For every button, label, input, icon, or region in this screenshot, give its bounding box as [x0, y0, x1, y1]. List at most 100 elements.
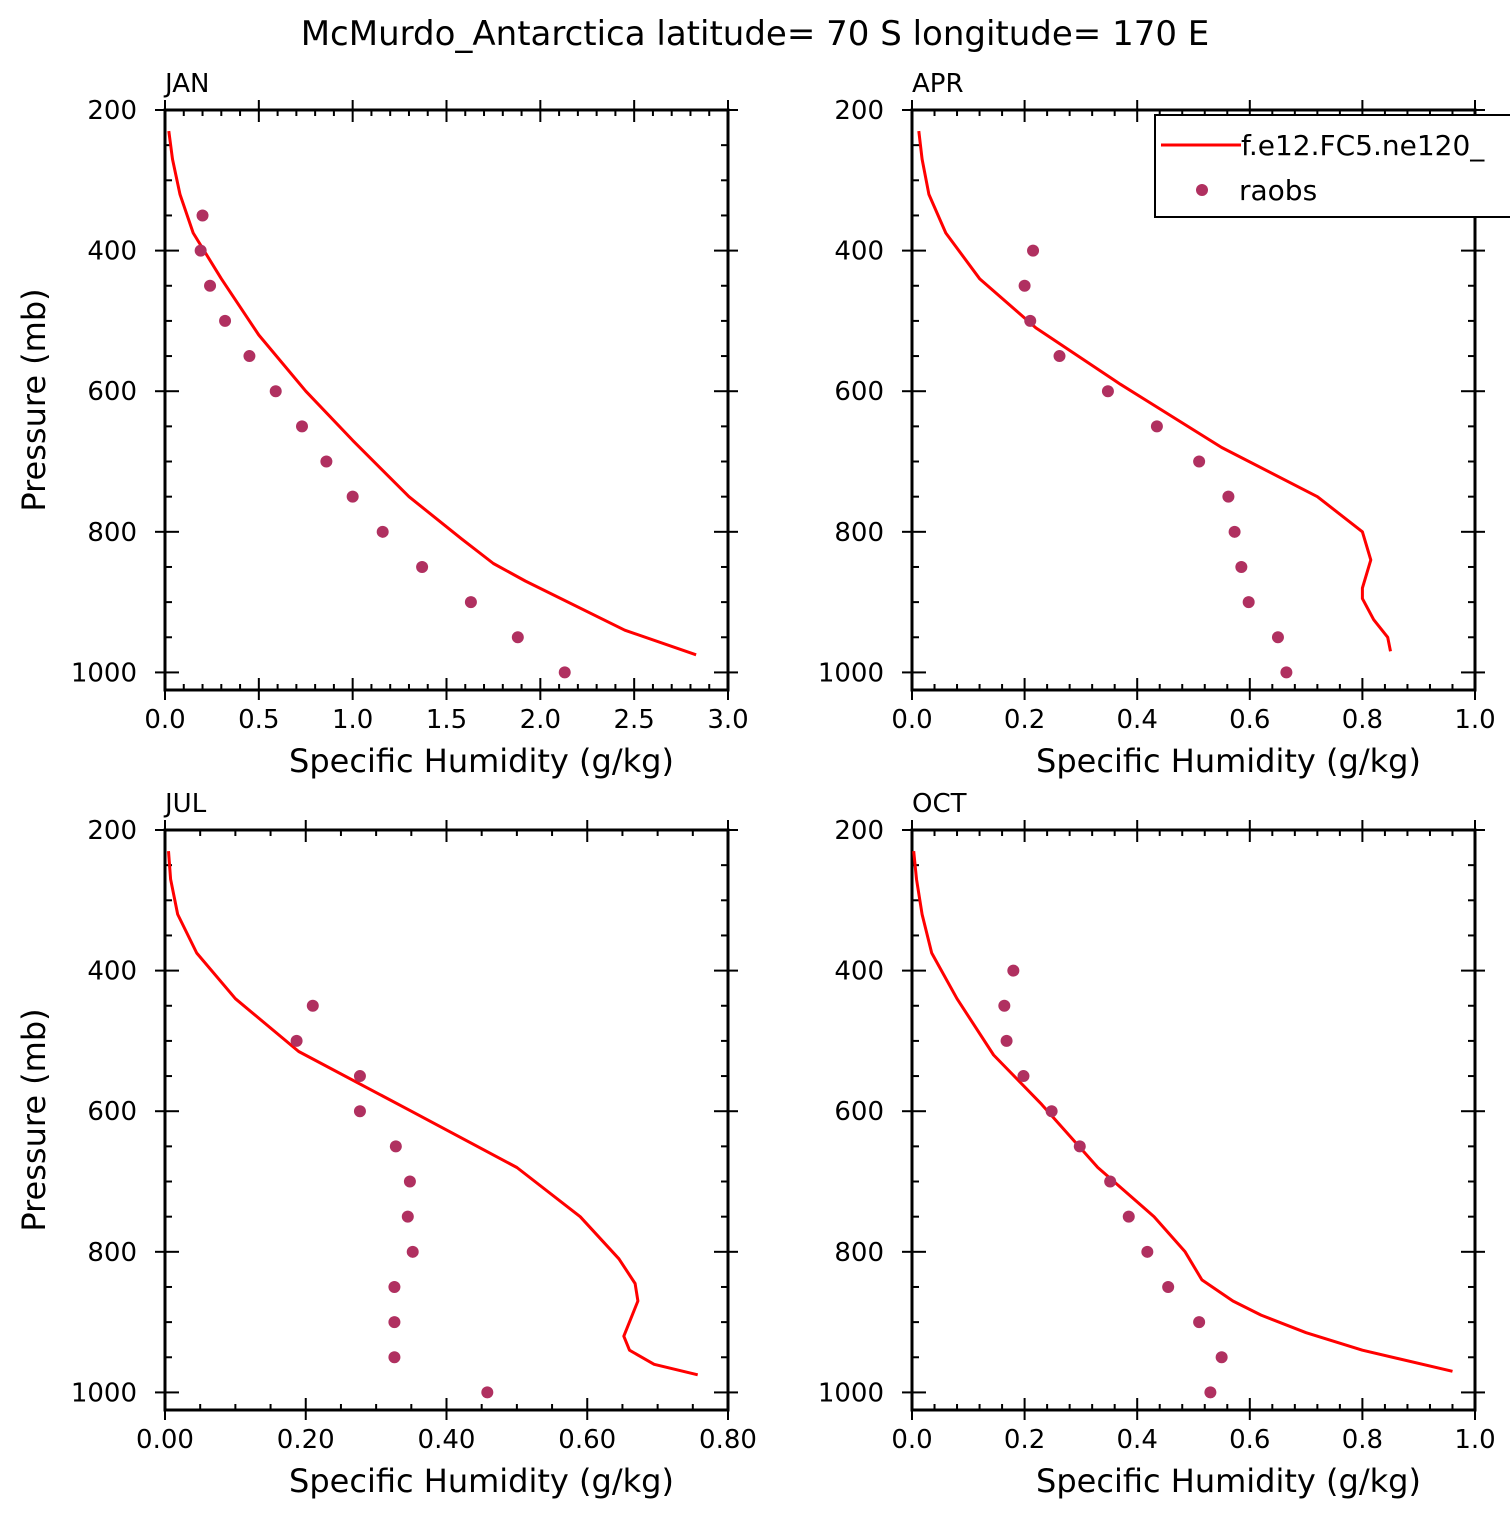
- x-tick-label: 1.0: [1454, 705, 1495, 735]
- legend: f.e12.FC5.ne120_raobs: [1154, 114, 1510, 218]
- data-point-raobs: [1271, 631, 1284, 644]
- y-tick-label: 800: [87, 1238, 137, 1268]
- data-point-raobs: [1228, 525, 1241, 538]
- data-point-raobs: [388, 1316, 401, 1329]
- series-line-model: [912, 850, 1453, 1373]
- data-point-raobs: [243, 350, 256, 363]
- data-point-raobs: [290, 1034, 303, 1047]
- data-point-raobs: [511, 631, 524, 644]
- y-tick-label: 800: [834, 518, 884, 548]
- panel-label-jul: JUL: [163, 789, 207, 819]
- y-tick-label: 800: [87, 518, 137, 548]
- data-point-raobs: [1280, 666, 1293, 679]
- panel-label-jan: JAN: [163, 69, 209, 99]
- y-axis-title: Pressure (mb): [15, 288, 53, 511]
- data-point-raobs: [1045, 1105, 1058, 1118]
- data-point-raobs: [376, 525, 389, 538]
- data-point-raobs: [1104, 1175, 1117, 1188]
- y-tick-label: 400: [87, 957, 137, 987]
- x-tick-label: 0.0: [144, 705, 185, 735]
- legend-label-model: f.e12.FC5.ne120_: [1241, 129, 1485, 162]
- x-tick-label: 2.5: [613, 705, 654, 735]
- x-tick-label: 0.4: [1117, 705, 1158, 735]
- y-tick-label: 200: [87, 816, 137, 846]
- x-tick-label: 0.60: [558, 1425, 616, 1455]
- x-tick-label: 0.80: [699, 1425, 757, 1455]
- panel-label-oct: OCT: [912, 789, 967, 819]
- data-point-raobs: [320, 455, 333, 468]
- data-point-raobs: [1141, 1245, 1154, 1258]
- data-point-raobs: [1150, 420, 1163, 433]
- data-point-raobs: [1215, 1351, 1228, 1364]
- data-point-raobs: [194, 244, 207, 257]
- x-axis-title: Specific Humidity (g/kg): [289, 1462, 674, 1500]
- y-tick-label: 200: [834, 96, 884, 126]
- x-tick-label: 2.0: [520, 705, 561, 735]
- panel-apr: APR 0.0 0.2 0.4 0.6 0.8 1.0 200 400 600 800 1000 Spe…: [818, 69, 1510, 780]
- panel-label-apr: APR: [912, 69, 964, 99]
- y-tick-label: 600: [87, 1097, 137, 1127]
- data-point-raobs: [481, 1386, 494, 1399]
- data-point-raobs: [306, 999, 319, 1012]
- data-point-raobs: [346, 490, 359, 503]
- y-axis-title: Pressure (mb): [15, 1008, 53, 1231]
- data-point-raobs: [389, 1140, 402, 1153]
- x-tick-label: 0.6: [1229, 1425, 1270, 1455]
- data-point-raobs: [388, 1351, 401, 1364]
- plot-frame: [910, 108, 1477, 692]
- data-point-raobs: [1073, 1140, 1086, 1153]
- data-point-raobs: [295, 420, 308, 433]
- data-point-raobs: [1053, 350, 1066, 363]
- data-point-raobs: [1162, 1280, 1175, 1293]
- x-tick-label: 0.20: [277, 1425, 335, 1455]
- data-point-raobs: [1193, 1316, 1206, 1329]
- y-tick-label: 1000: [71, 1378, 137, 1408]
- y-tick-label: 400: [87, 237, 137, 267]
- plot-frame: [163, 108, 730, 692]
- legend-marker-swatch: [1196, 184, 1208, 196]
- x-tick-label: 0.6: [1229, 705, 1270, 735]
- series-line-model: [917, 130, 1392, 652]
- x-axis-title: Specific Humidity (g/kg): [1036, 742, 1421, 780]
- x-tick-label: 1.5: [426, 705, 467, 735]
- y-tick-label: 200: [87, 96, 137, 126]
- y-tick-label: 1000: [818, 1378, 884, 1408]
- panel-jan: JAN 0.0 0.5 1.0 1.5 2.0 2.5 3.0 200 400 600 800 1000…: [15, 69, 749, 780]
- data-point-raobs: [558, 666, 571, 679]
- x-tick-label: 0.5: [238, 705, 279, 735]
- y-tick-label: 1000: [71, 658, 137, 688]
- x-tick-label: 0.00: [136, 1425, 194, 1455]
- data-point-raobs: [401, 1210, 414, 1223]
- panel-oct: OCT 0.0 0.2 0.4 0.6 0.8 1.0 200 400 600 800 1000 Spe…: [818, 789, 1496, 1500]
- x-tick-label: 0.4: [1117, 1425, 1158, 1455]
- series-line-model: [167, 850, 699, 1377]
- data-point-raobs: [1235, 560, 1248, 573]
- data-point-raobs: [353, 1070, 366, 1083]
- y-tick-label: 600: [834, 1097, 884, 1127]
- data-point-raobs: [1024, 314, 1037, 327]
- data-point-raobs: [416, 560, 429, 573]
- data-point-raobs: [1222, 490, 1235, 503]
- data-point-raobs: [219, 314, 232, 327]
- x-tick-label: 3.0: [707, 705, 748, 735]
- legend-box: [1154, 114, 1510, 218]
- plot-frame: [910, 828, 1477, 1412]
- data-point-raobs: [196, 209, 209, 222]
- data-point-raobs: [1204, 1386, 1217, 1399]
- data-point-raobs: [406, 1245, 419, 1258]
- x-tick-label: 0.0: [891, 705, 932, 735]
- plot-frame: [163, 828, 730, 1412]
- x-tick-label: 0.2: [1004, 705, 1045, 735]
- data-point-raobs: [1193, 455, 1206, 468]
- legend-label-raobs: raobs: [1239, 174, 1317, 207]
- x-axis-title: Specific Humidity (g/kg): [289, 742, 674, 780]
- data-point-raobs: [403, 1175, 416, 1188]
- x-tick-label: 0.8: [1342, 1425, 1383, 1455]
- y-tick-label: 1000: [818, 658, 884, 688]
- data-point-raobs: [1007, 964, 1020, 977]
- y-tick-label: 400: [834, 957, 884, 987]
- data-point-raobs: [1018, 279, 1031, 292]
- data-point-raobs: [388, 1280, 401, 1293]
